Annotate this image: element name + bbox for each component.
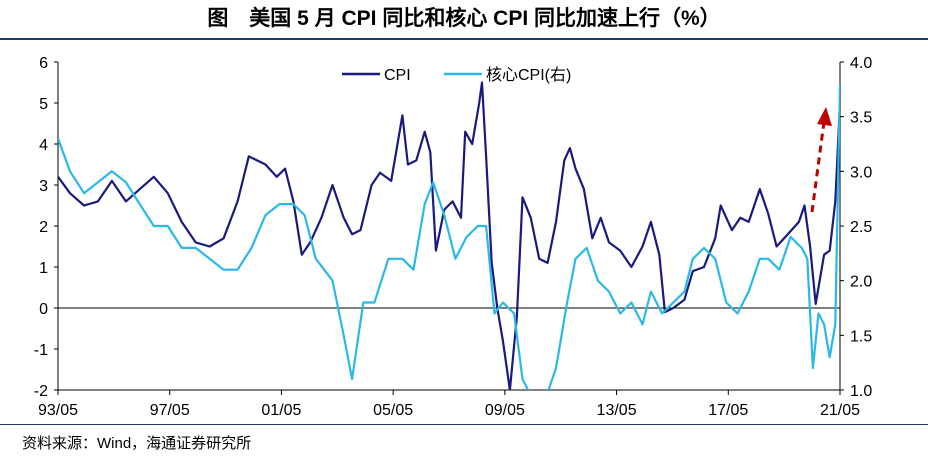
legend-label-core: 核心CPI(右) <box>486 66 571 84</box>
y-tick-label: -1 <box>34 342 48 359</box>
core-cpi-line <box>58 83 840 390</box>
trend-arrow-shaft <box>810 121 826 213</box>
chart-axes: 6 5 4 3 2 1 0 -1 -2 4.0 3.5 3.0 2.5 2.0 1.5 1.0 93/05 97/… <box>34 55 873 419</box>
y-tick-label: 5 <box>39 96 48 113</box>
y-tick-label: 6 <box>39 55 48 72</box>
x-tick-label: 09/05 <box>485 402 525 419</box>
chart-title: 图 美国 5 月 CPI 同比和核心 CPI 同比加速上行（%） <box>0 0 928 40</box>
y-tick-label: 2 <box>39 219 48 236</box>
x-tick-label: 17/05 <box>708 402 748 419</box>
y-tick-label: 3 <box>39 178 48 195</box>
y2-tick-label: 2.0 <box>850 274 872 291</box>
cpi-line <box>58 81 840 390</box>
y2-tick-label: 3.5 <box>850 110 872 127</box>
trend-arrow-head <box>817 107 832 126</box>
y2-tick-label: 2.5 <box>850 219 872 236</box>
y2-tick-label: 1.0 <box>850 383 872 400</box>
y-tick-label: 4 <box>39 137 48 154</box>
y-tick-label: -2 <box>34 383 48 400</box>
footer-divider <box>0 424 928 425</box>
source-note: 资料来源：Wind，海通证券研究所 <box>22 435 252 452</box>
y2-tick-label: 3.0 <box>850 164 872 181</box>
x-tick-label: 05/05 <box>373 402 413 419</box>
x-tick-label: 13/05 <box>597 402 637 419</box>
legend: CPI 核心CPI(右) <box>342 66 571 84</box>
y2-tick-label: 1.5 <box>850 328 872 345</box>
y-tick-label: 1 <box>39 260 48 277</box>
x-tick-label: 93/05 <box>38 402 78 419</box>
legend-label-cpi: CPI <box>384 67 411 84</box>
x-tick-label: 21/05 <box>820 402 860 419</box>
y-tick-label: 0 <box>39 301 48 318</box>
x-tick-label: 01/05 <box>261 402 301 419</box>
x-tick-label: 97/05 <box>150 402 190 419</box>
y2-tick-label: 4.0 <box>850 55 872 72</box>
